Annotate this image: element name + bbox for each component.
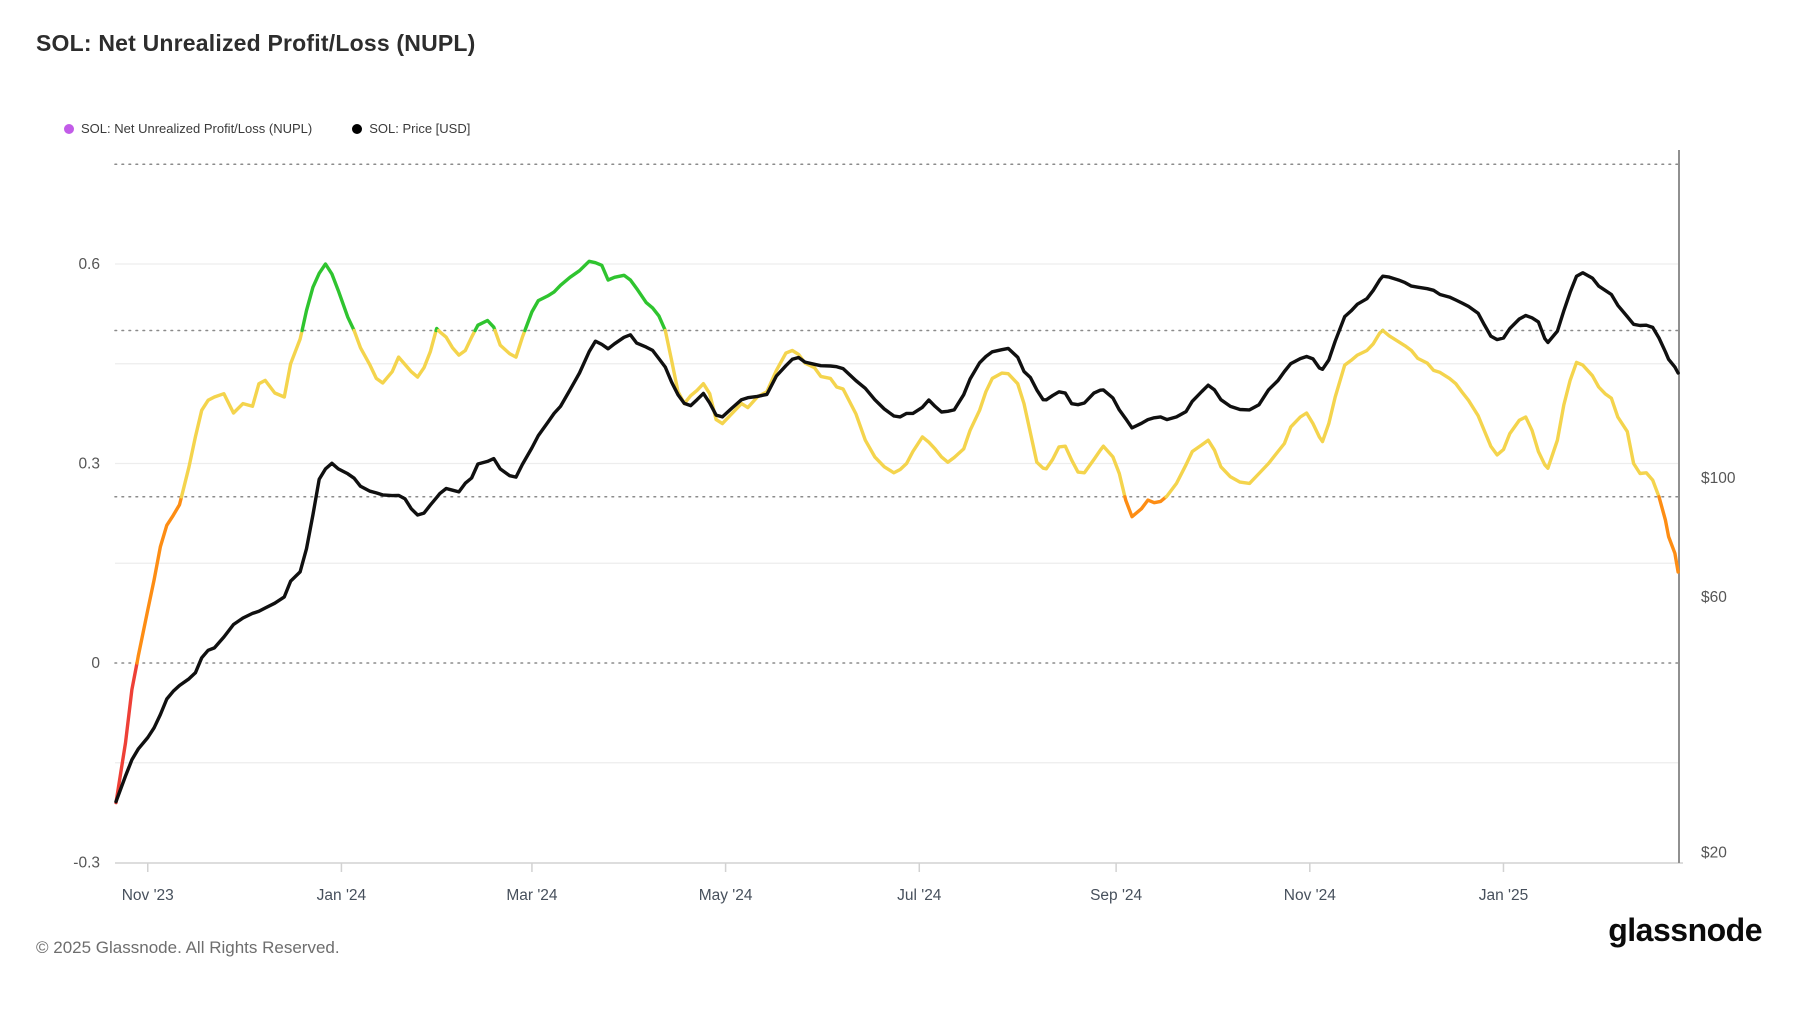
nupl-line (352, 328, 438, 385)
x-axis-label: Nov '24 (1284, 887, 1336, 904)
nupl-line (493, 328, 527, 359)
legend-item-price[interactable]: SOL: Price [USD] (352, 121, 470, 136)
price-line (114, 271, 1680, 804)
x-axis-label: Jul '24 (897, 887, 942, 904)
nupl-line (1164, 328, 1385, 499)
legend-label-price: SOL: Price [USD] (369, 121, 471, 136)
nupl-line (473, 318, 497, 333)
nupl-line (436, 328, 477, 357)
nupl-line (114, 661, 139, 805)
nupl-line (179, 328, 304, 499)
right-axis-label: $100 (1701, 470, 1736, 487)
x-axis-label: Jan '24 (317, 887, 367, 904)
nupl-line (1381, 328, 1661, 499)
glassnode-logo: glassnode (1608, 912, 1762, 948)
x-axis-label: Jan '25 (1479, 887, 1529, 904)
page-title: SOL: Net Unrealized Profit/Loss (NUPL) (36, 30, 476, 56)
right-axis-label: $60 (1701, 589, 1727, 606)
nupl-line (523, 259, 667, 333)
x-axis-label: May '24 (699, 887, 753, 904)
left-axis-label: 0 (91, 655, 100, 672)
nupl-line (300, 262, 356, 333)
copyright-text: © 2025 Glassnode. All Rights Reserved. (36, 938, 340, 957)
x-axis-label: Nov '23 (122, 887, 174, 904)
left-axis-label: -0.3 (73, 855, 100, 872)
nupl-line (663, 328, 1127, 499)
x-axis-label: Sep '24 (1090, 887, 1142, 904)
legend-item-nupl[interactable]: SOL: Net Unrealized Profit/Loss (NUPL) (64, 121, 312, 136)
legend-label-nupl: SOL: Net Unrealized Profit/Loss (NUPL) (81, 121, 313, 136)
nupl-line (135, 495, 184, 665)
chart-legend: SOL: Net Unrealized Profit/Loss (NUPL) S… (64, 121, 470, 136)
left-axis-label: 0.6 (78, 256, 100, 273)
nupl-series-dot-icon (64, 123, 74, 134)
left-axis-label: 0.3 (78, 456, 100, 473)
x-axis-label: Mar '24 (506, 887, 558, 904)
price-series-dot-icon (352, 123, 363, 134)
nupl-line (1657, 495, 1680, 574)
right-axis-label: $20 (1701, 845, 1727, 862)
nupl-line (1123, 495, 1168, 519)
